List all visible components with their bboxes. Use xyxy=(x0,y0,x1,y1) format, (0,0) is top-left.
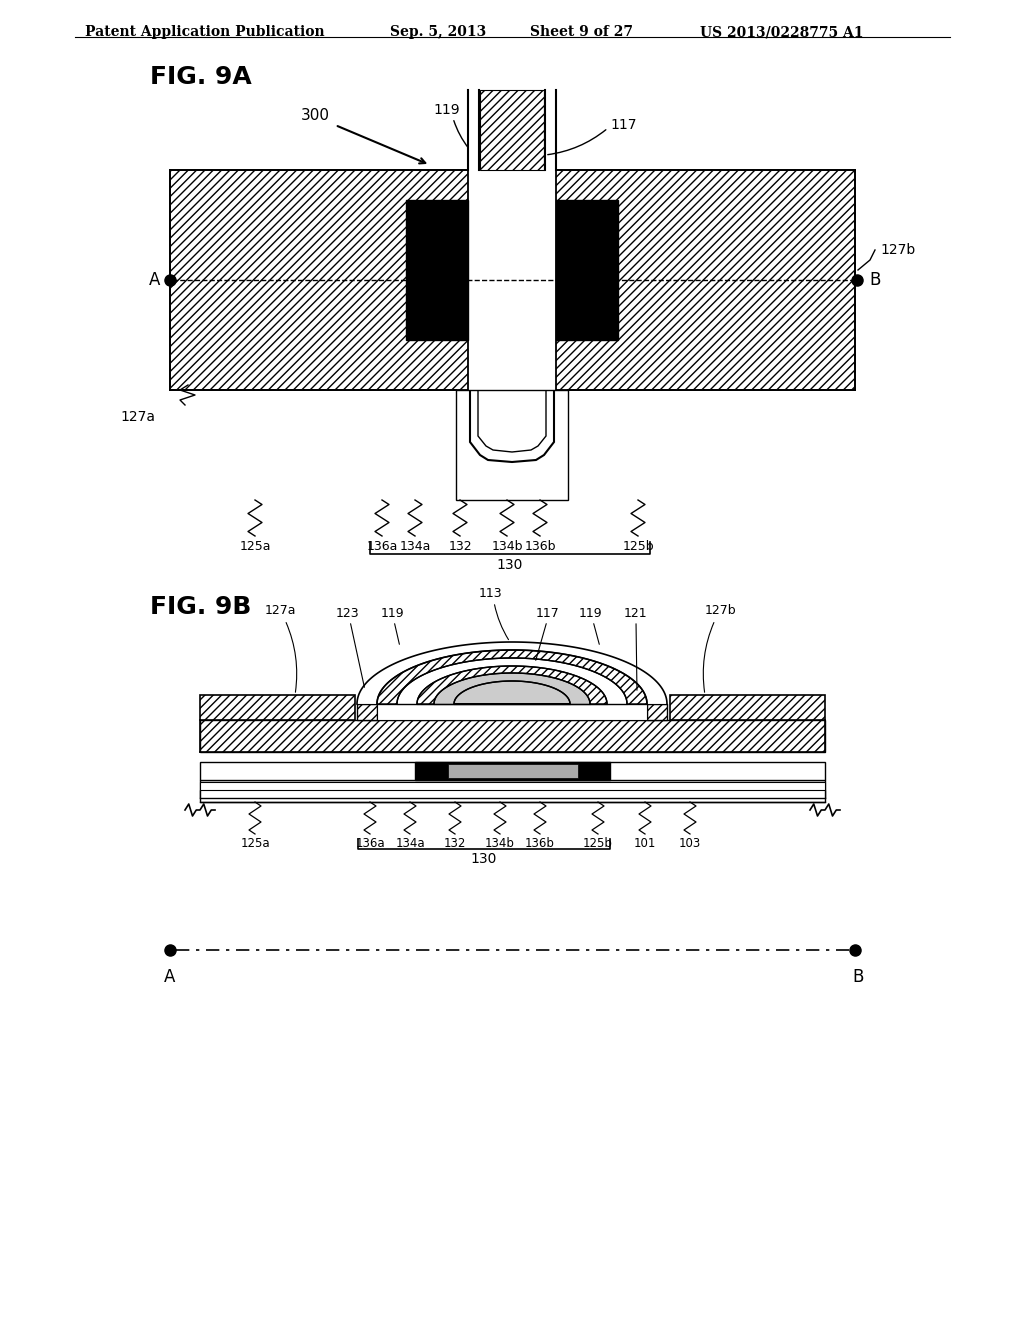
Text: US 2013/0228775 A1: US 2013/0228775 A1 xyxy=(700,25,863,40)
Text: 125b: 125b xyxy=(583,837,613,850)
Text: 136b: 136b xyxy=(524,540,556,553)
Bar xyxy=(556,201,618,341)
Bar xyxy=(406,201,468,341)
Bar xyxy=(456,389,568,500)
Polygon shape xyxy=(377,649,647,704)
Text: 136b: 136b xyxy=(525,837,555,850)
Text: 123: 123 xyxy=(335,607,358,620)
Text: 134b: 134b xyxy=(492,540,522,553)
Text: 125a: 125a xyxy=(241,837,269,850)
Text: 125a: 125a xyxy=(240,540,270,553)
Text: 119: 119 xyxy=(380,607,403,620)
Text: 132: 132 xyxy=(443,837,466,850)
Text: 130: 130 xyxy=(471,851,498,866)
Text: A: A xyxy=(164,968,176,986)
Text: Sep. 5, 2013: Sep. 5, 2013 xyxy=(390,25,486,40)
Bar xyxy=(670,696,825,719)
Bar xyxy=(200,696,355,719)
Text: 119: 119 xyxy=(579,607,602,620)
Bar xyxy=(200,780,825,803)
Polygon shape xyxy=(417,667,607,704)
Text: 127b: 127b xyxy=(880,243,915,257)
Polygon shape xyxy=(357,642,667,704)
Text: 125b: 125b xyxy=(623,540,653,553)
Text: A: A xyxy=(150,271,161,289)
Bar xyxy=(200,789,825,799)
Bar xyxy=(200,719,825,752)
Bar xyxy=(200,781,825,789)
Text: FIG. 9B: FIG. 9B xyxy=(150,595,251,619)
Text: 136a: 136a xyxy=(367,540,397,553)
Text: 127b: 127b xyxy=(705,605,736,616)
Bar xyxy=(449,764,578,777)
Text: 117: 117 xyxy=(610,117,637,132)
Text: 113: 113 xyxy=(478,587,502,601)
Text: Sheet 9 of 27: Sheet 9 of 27 xyxy=(530,25,633,40)
Text: Patent Application Publication: Patent Application Publication xyxy=(85,25,325,40)
Bar xyxy=(647,704,667,719)
Polygon shape xyxy=(397,657,627,704)
Text: 127a: 127a xyxy=(120,411,155,424)
Text: 136a: 136a xyxy=(355,837,385,850)
Text: FIG. 9A: FIG. 9A xyxy=(150,65,252,88)
Bar xyxy=(200,762,825,780)
Text: 101: 101 xyxy=(634,837,656,850)
Text: 300: 300 xyxy=(300,107,330,123)
Bar xyxy=(480,90,544,170)
Polygon shape xyxy=(434,673,590,704)
Text: 121: 121 xyxy=(624,607,647,620)
Text: 127a: 127a xyxy=(264,605,296,616)
Text: 117: 117 xyxy=(537,607,560,620)
Text: 119: 119 xyxy=(434,103,461,117)
Text: B: B xyxy=(869,271,881,289)
Polygon shape xyxy=(454,681,570,704)
Text: 134a: 134a xyxy=(395,837,425,850)
Text: 103: 103 xyxy=(679,837,701,850)
Bar xyxy=(377,704,647,719)
Bar xyxy=(170,170,468,389)
Text: 130: 130 xyxy=(497,558,523,572)
Bar xyxy=(415,762,610,780)
Bar xyxy=(357,704,377,719)
Text: 134b: 134b xyxy=(485,837,515,850)
Text: 132: 132 xyxy=(449,540,472,553)
Bar xyxy=(556,170,855,389)
Text: 134a: 134a xyxy=(399,540,431,553)
Text: B: B xyxy=(852,968,863,986)
